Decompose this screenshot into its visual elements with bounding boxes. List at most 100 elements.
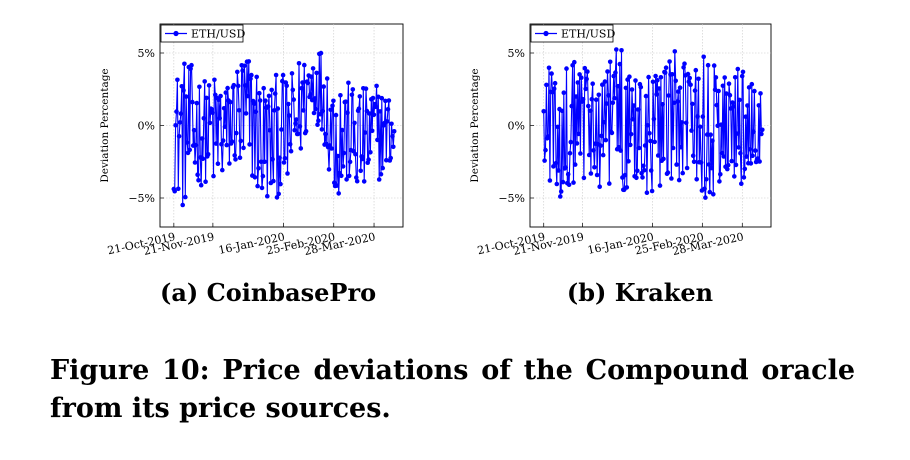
data-point [198,182,204,188]
data-point [677,85,683,90]
data-point [636,145,642,151]
data-point [732,75,738,80]
data-point [648,138,653,144]
data-point [257,90,262,96]
data-point [584,76,589,82]
data-point [611,73,616,79]
legend-marker [543,30,549,37]
data-point [598,143,603,148]
data-point [295,131,301,137]
data-point [229,139,235,144]
data-point [663,65,669,70]
data-point [240,68,245,73]
data-point [257,98,263,103]
data-point [544,82,549,88]
data-point [585,69,590,74]
data-point [571,180,576,185]
data-point [714,102,720,108]
data-point [634,175,639,181]
data-point [569,103,574,109]
data-point [303,128,309,134]
data-point [626,159,631,164]
y-tick-label: 0% [138,120,155,133]
data-point [328,107,334,113]
legend-marker [173,30,179,37]
data-point [692,88,698,93]
data-point [203,179,208,184]
data-point [682,61,687,66]
data-point [627,74,632,79]
data-point [655,153,661,158]
data-point [568,139,574,145]
data-point [745,103,750,108]
data-point [547,178,553,183]
data-point [748,161,754,166]
data-point [188,66,193,72]
data-point [751,129,756,134]
data-point [378,172,384,177]
data-point [566,182,572,187]
data-point [653,73,658,79]
data-point [697,124,703,130]
data-point [176,186,181,192]
data-point [687,75,692,81]
data-point [204,95,209,101]
data-point [583,86,588,92]
data-point [737,97,742,103]
data-point [206,83,212,88]
data-point [235,83,241,89]
data-point [270,156,275,162]
data-point [347,159,353,165]
data-point [296,61,302,66]
data-point [665,170,671,175]
data-point [288,148,294,154]
data-point [613,70,618,75]
y-tick-label: 5% [138,47,155,60]
data-point [374,83,379,89]
data-point [599,133,604,139]
data-point [603,137,609,143]
data-point [635,168,640,174]
data-point [334,183,340,188]
data-point [177,120,183,125]
data-point [622,172,628,178]
data-point [642,143,648,148]
data-point [565,171,571,177]
data-point [658,75,664,80]
data-point [243,111,249,116]
data-point [706,162,712,167]
data-point [678,144,684,150]
data-point [695,114,700,119]
data-point [173,123,178,128]
data-point [617,61,623,67]
data-point [560,179,566,185]
data-point [222,124,228,129]
data-point [285,171,290,176]
data-point [635,107,641,112]
data-point [371,112,377,118]
data-point [272,108,277,113]
data-point [707,189,713,195]
data-point [640,175,645,180]
data-point [375,137,380,143]
data-point [352,120,357,126]
data-point [654,92,659,97]
data-point [275,106,281,111]
data-point [341,150,347,156]
data-point [315,122,320,127]
data-point [193,142,199,148]
data-point [384,119,390,124]
data-point [385,107,391,112]
data-point [648,168,654,173]
data-point [739,73,745,79]
data-point [656,86,662,91]
data-point [189,62,194,68]
data-point [712,87,718,93]
data-point [669,176,674,181]
legend-box [160,24,244,43]
data-point [552,80,558,86]
data-point [255,183,260,189]
data-point [726,81,732,86]
data-point [262,159,267,165]
